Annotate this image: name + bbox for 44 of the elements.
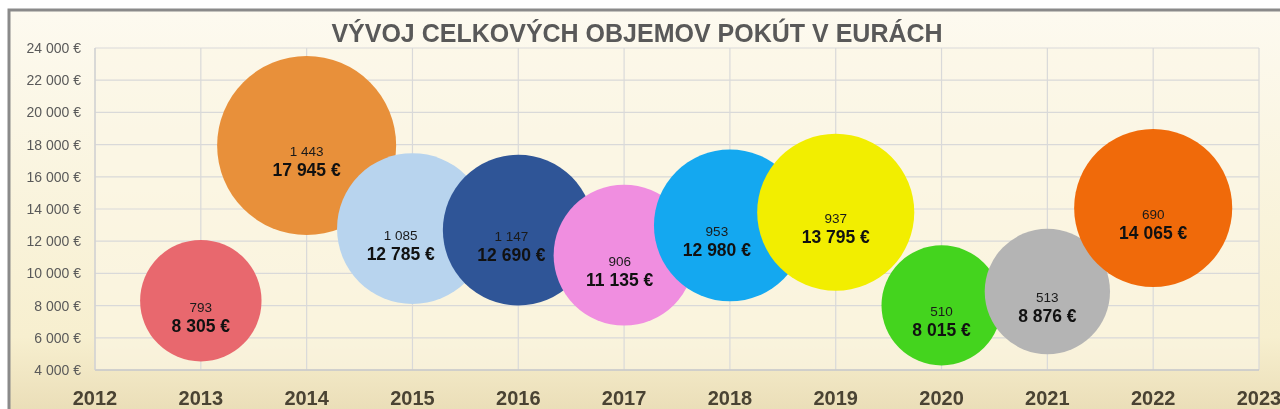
data-label: 12 690 € (477, 245, 546, 266)
y-tick-label: 14 000 € (26, 201, 82, 217)
data-label: 8 876 € (1018, 306, 1077, 327)
data-label: 12 785 € (366, 243, 436, 264)
y-tick-label: 4 000 € (34, 362, 82, 378)
data-label: 13 795 € (801, 227, 871, 248)
y-tick-label: 10 000 € (26, 265, 82, 282)
annotation: 1 443 (289, 144, 324, 160)
annotation: 793 (189, 299, 213, 315)
y-tick-label: 24 000 € (26, 40, 82, 56)
x-tick-label: 2013 (178, 387, 224, 409)
x-tick-label: 2018 (707, 387, 753, 409)
annotation: 1 085 (383, 227, 418, 243)
annotation: 690 (1141, 206, 1165, 222)
data-label: 12 980 € (682, 240, 752, 261)
annotation: 513 (1036, 290, 1059, 306)
data-label: 14 065 € (1119, 222, 1188, 243)
y-tick-label: 12 000 € (26, 233, 82, 250)
y-tick-label: 20 000 € (26, 104, 82, 121)
chart-title: VÝVOJ CELKOVÝCH OBJEMOV POKÚT V EURÁCH (331, 18, 943, 47)
data-label: 8 015 € (912, 320, 971, 341)
x-tick-label: 2012 (72, 387, 118, 409)
x-tick-label: 2021 (1025, 387, 1070, 409)
y-tick-label: 6 000 € (34, 329, 82, 346)
data-label: 17 945 € (272, 160, 341, 181)
x-tick-label: 2014 (284, 387, 330, 409)
data-label: 11 135 € (586, 270, 654, 291)
annotation: 510 (930, 304, 953, 320)
x-tick-label: 2022 (1130, 387, 1176, 409)
y-tick-label: 18 000 € (26, 136, 82, 153)
data-label: 8 305 € (171, 315, 231, 336)
x-tick-label: 2015 (390, 387, 435, 409)
y-tick-label: 8 000 € (34, 297, 82, 314)
annotation: 1 147 (494, 229, 529, 245)
annotation: 937 (824, 211, 847, 227)
annotation: 953 (705, 224, 729, 240)
y-tick-label: 16 000 € (26, 168, 82, 185)
y-tick-label: 22 000 € (26, 72, 82, 89)
x-tick-label: 2020 (919, 387, 964, 409)
x-tick-label: 2017 (601, 387, 647, 409)
x-tick-label: 2016 (496, 387, 541, 409)
annotation: 906 (608, 254, 631, 270)
x-tick-label: 2023 (1236, 387, 1280, 409)
x-tick-label: 2019 (813, 387, 858, 409)
